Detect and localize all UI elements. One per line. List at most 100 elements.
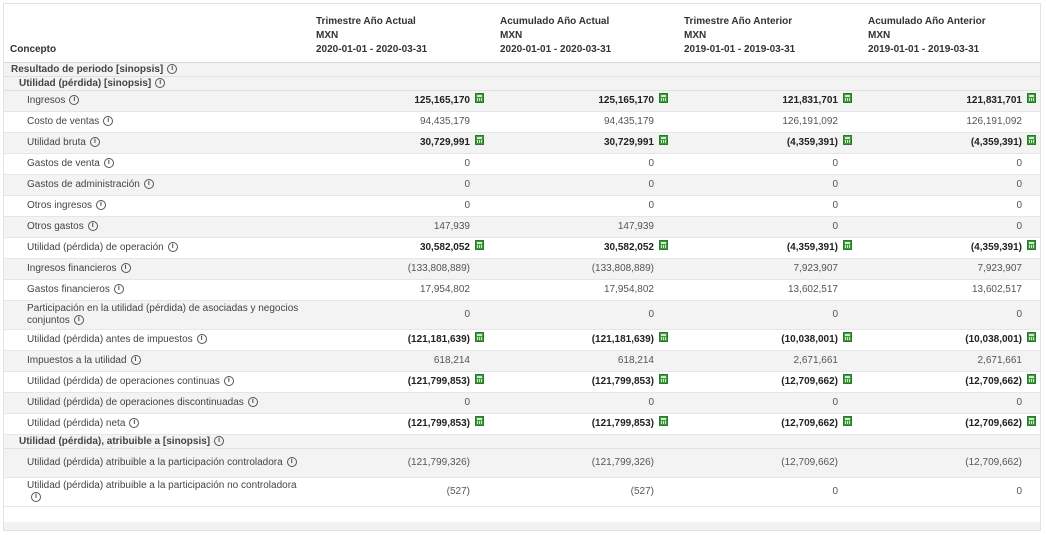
info-icon[interactable]: i bbox=[155, 77, 166, 88]
cell-value: 30,729,991 bbox=[419, 137, 470, 148]
info-icon[interactable]: i bbox=[103, 116, 114, 127]
cell-value: 17,954,802 bbox=[419, 284, 470, 295]
column-period: 2020-01-01 - 2020-03-31 bbox=[500, 44, 612, 55]
value-cell: 0 bbox=[862, 195, 1040, 217]
info-icon[interactable]: i bbox=[167, 63, 178, 74]
info-icon[interactable]: i bbox=[87, 221, 98, 232]
calculator-icon[interactable] bbox=[843, 374, 852, 384]
financial-statement-panel: Concepto Trimestre Año Actual MXN 2020-0… bbox=[3, 3, 1041, 531]
column-period: 2019-01-01 - 2019-03-31 bbox=[868, 44, 980, 55]
table-row: Utilidad (pérdida) atribuible a la parti… bbox=[4, 477, 1040, 507]
table-row: Costo de ventas i 94,435,179 94,435,179 126,… bbox=[4, 111, 1040, 133]
calculator-icon[interactable] bbox=[659, 416, 668, 426]
cell-value: 618,214 bbox=[433, 355, 470, 366]
value-cell: 13,602,517 bbox=[862, 279, 1040, 301]
row-label-cell: Utilidad (pérdida) atribuible a la parti… bbox=[4, 448, 310, 478]
calculator-icon[interactable] bbox=[475, 135, 484, 145]
info-icon[interactable]: i bbox=[286, 457, 297, 468]
calculator-icon[interactable] bbox=[843, 135, 852, 145]
value-cell: 94,435,179 bbox=[310, 111, 494, 133]
info-icon[interactable]: i bbox=[113, 284, 124, 295]
calculator-icon[interactable] bbox=[659, 374, 668, 384]
info-icon[interactable]: i bbox=[120, 263, 131, 274]
info-icon[interactable]: i bbox=[31, 492, 41, 503]
value-cell: (121,799,853) bbox=[310, 413, 494, 435]
table-row: Utilidad (pérdida) neta i (121,799,853) (12… bbox=[4, 413, 1040, 435]
calculator-icon[interactable] bbox=[1027, 332, 1036, 342]
row-label-cell: Ingresos i bbox=[4, 90, 310, 112]
value-cell: 0 bbox=[678, 153, 862, 175]
value-cell: 0 bbox=[862, 216, 1040, 238]
cell-value: 7,923,907 bbox=[977, 263, 1023, 274]
value-cell: (121,799,326) bbox=[494, 448, 678, 478]
calculator-icon[interactable] bbox=[843, 93, 852, 103]
calculator-icon[interactable] bbox=[1027, 135, 1036, 145]
cell-value: 0 bbox=[648, 179, 654, 190]
info-icon[interactable]: i bbox=[167, 242, 178, 253]
value-cell: 618,214 bbox=[494, 350, 678, 372]
row-label-cell: Ingresos financieros i bbox=[4, 258, 310, 280]
cell-value: 147,939 bbox=[617, 221, 654, 232]
row-label-cell: Utilidad (pérdida) antes de impuestos i bbox=[4, 329, 310, 351]
calculator-icon[interactable] bbox=[475, 93, 484, 103]
calculator-icon[interactable] bbox=[1027, 240, 1036, 250]
value-cell: 0 bbox=[678, 195, 862, 217]
value-cell: (10,038,001) bbox=[678, 329, 862, 351]
calculator-icon[interactable] bbox=[843, 240, 852, 250]
info-icon[interactable]: i bbox=[143, 179, 154, 190]
column-title: Trimestre Año Actual bbox=[316, 16, 416, 27]
value-cell: 17,954,802 bbox=[494, 279, 678, 301]
calculator-icon[interactable] bbox=[843, 416, 852, 426]
info-icon[interactable]: i bbox=[130, 355, 141, 366]
value-cell: (121,799,853) bbox=[310, 371, 494, 393]
calculator-icon[interactable] bbox=[843, 332, 852, 342]
cell-value: (12,709,662) bbox=[781, 418, 838, 429]
row-label: Utilidad (pérdida) antes de impuestos bbox=[27, 334, 193, 345]
value-cell: 147,939 bbox=[494, 216, 678, 238]
calculator-icon[interactable] bbox=[475, 374, 484, 384]
info-icon[interactable]: i bbox=[196, 334, 207, 345]
cell-value: (4,359,391) bbox=[970, 137, 1022, 148]
value-cell: (121,181,639) bbox=[494, 329, 678, 351]
cell-value: 0 bbox=[1016, 179, 1022, 190]
info-icon[interactable]: i bbox=[89, 137, 100, 148]
row-label-cell: Utilidad (pérdida) de operación i bbox=[4, 237, 310, 259]
column-title: Acumulado Año Actual bbox=[500, 16, 610, 27]
calculator-icon[interactable] bbox=[659, 332, 668, 342]
info-icon[interactable]: i bbox=[96, 200, 107, 211]
cell-value: 0 bbox=[464, 200, 470, 211]
value-cell: 30,582,052 bbox=[494, 237, 678, 259]
section-cell: Utilidad (pérdida) [sinopsis] i bbox=[4, 76, 1040, 91]
info-icon[interactable]: i bbox=[73, 315, 84, 326]
calculator-icon[interactable] bbox=[1027, 374, 1036, 384]
cell-value: (133,808,889) bbox=[591, 263, 654, 274]
info-icon[interactable]: i bbox=[103, 158, 114, 169]
calculator-icon[interactable] bbox=[1027, 93, 1036, 103]
calculator-icon[interactable] bbox=[659, 240, 668, 250]
calculator-icon[interactable] bbox=[475, 416, 484, 426]
info-icon[interactable]: i bbox=[214, 435, 225, 446]
value-cell: 0 bbox=[310, 300, 494, 330]
table-row: Utilidad bruta i 30,729,991 30,729,991 (4,35… bbox=[4, 132, 1040, 154]
value-cell: (4,359,391) bbox=[862, 237, 1040, 259]
value-cell: 94,435,179 bbox=[494, 111, 678, 133]
cell-value: 0 bbox=[648, 309, 654, 320]
value-cell: 0 bbox=[494, 174, 678, 196]
calculator-icon[interactable] bbox=[475, 332, 484, 342]
calculator-icon[interactable] bbox=[659, 135, 668, 145]
info-icon[interactable]: i bbox=[69, 95, 80, 106]
value-cell: 0 bbox=[494, 153, 678, 175]
cell-value: (133,808,889) bbox=[407, 263, 470, 274]
calculator-icon[interactable] bbox=[475, 240, 484, 250]
cell-value: 7,923,907 bbox=[793, 263, 839, 274]
column-currency: MXN bbox=[868, 30, 891, 41]
row-label: Utilidad (pérdida) atribuible a la parti… bbox=[27, 480, 297, 491]
calculator-icon[interactable] bbox=[659, 93, 668, 103]
cell-value: 0 bbox=[832, 309, 838, 320]
cell-value: 0 bbox=[1016, 200, 1022, 211]
info-icon[interactable]: i bbox=[129, 418, 140, 429]
calculator-icon[interactable] bbox=[1027, 416, 1036, 426]
info-icon[interactable]: i bbox=[247, 397, 258, 408]
cell-value: 30,729,991 bbox=[603, 137, 654, 148]
info-icon[interactable]: i bbox=[223, 376, 234, 387]
